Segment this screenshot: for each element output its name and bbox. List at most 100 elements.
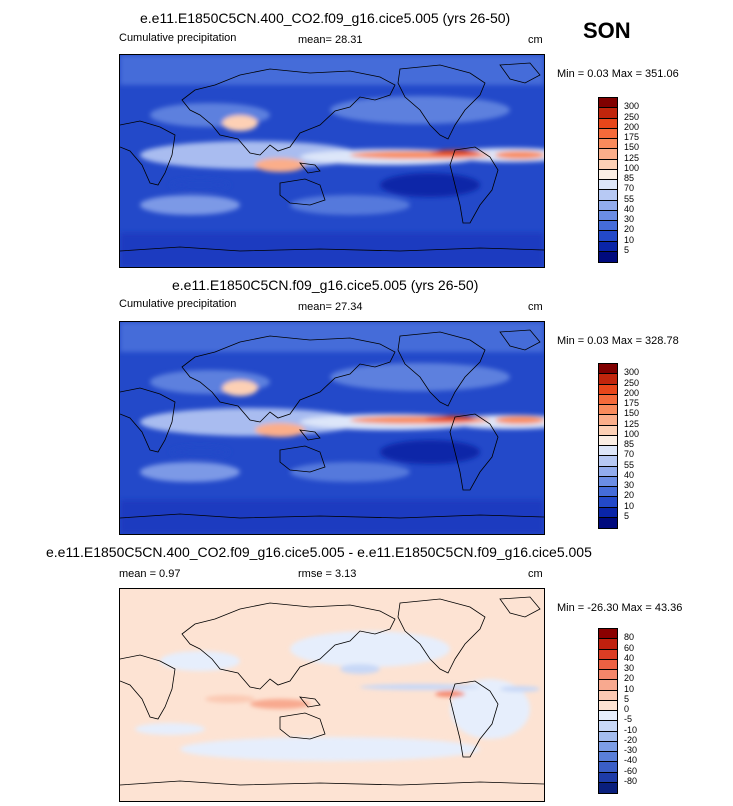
colorbar-tick-label: 175 xyxy=(624,132,640,142)
colorbar-tick-label: 60 xyxy=(624,642,635,653)
colorbar-cell xyxy=(599,374,617,385)
colorbar-tick-label: 200 xyxy=(624,387,640,398)
colorbar-tick-label: 40 xyxy=(624,652,635,663)
colorbar-tick-label: 250 xyxy=(624,377,640,388)
colorbar-tick-label: -40 xyxy=(624,755,638,766)
colorbar-cell xyxy=(599,670,617,681)
colorbar-cell xyxy=(599,159,617,170)
panel-2-map xyxy=(119,321,545,535)
panel-1-minmax: Min = 0.03 Max = 351.06 xyxy=(557,68,679,80)
colorbar-cell xyxy=(599,415,617,426)
colorbar-cell xyxy=(599,731,617,742)
colorbar-cell xyxy=(599,149,617,160)
colorbar-cell xyxy=(599,466,617,477)
colorbar-tick-label: 30 xyxy=(624,214,635,224)
colorbar-cell xyxy=(599,180,617,191)
panel-3-minmax: Min = -26.30 Max = 43.36 xyxy=(557,602,683,614)
panel-3-rmse-label: rmse = 3.13 xyxy=(298,568,357,580)
colorbar-cell xyxy=(599,639,617,650)
panel-3-colorbar xyxy=(598,628,618,794)
colorbar-tick-label: 5 xyxy=(624,244,630,255)
colorbar-cell xyxy=(599,405,617,416)
colorbar-cell xyxy=(599,210,617,221)
panel-1-title: e.e11.E1850C5CN.400_CO2.f09_g16.cice5.00… xyxy=(140,10,511,26)
panel-3-map xyxy=(119,588,545,802)
colorbar-tick-label: 100 xyxy=(624,428,640,439)
colorbar-cell xyxy=(599,108,617,119)
colorbar-tick-label: 70 xyxy=(624,183,635,194)
colorbar-tick-label: -5 xyxy=(624,714,633,725)
panel-1-units: cm xyxy=(528,34,543,46)
colorbar-tick-label: -80 xyxy=(624,775,638,786)
colorbar-cell xyxy=(599,446,617,457)
colorbar-tick-label: -60 xyxy=(624,765,638,776)
colorbar-cell xyxy=(599,200,617,211)
panel-1-mean-label: mean= 28.31 xyxy=(298,34,363,46)
panel-1-colorbar xyxy=(598,97,618,263)
colorbar-cell xyxy=(599,118,617,129)
panel-3-mean-label: mean = 0.97 xyxy=(119,568,181,580)
colorbar-cell xyxy=(599,364,617,375)
colorbar-cell xyxy=(599,221,617,232)
colorbar-cell xyxy=(599,231,617,242)
colorbar-tick-label: 300 xyxy=(624,367,640,378)
colorbar-tick-label: 10 xyxy=(624,500,635,511)
colorbar-tick-label: -30 xyxy=(624,745,638,755)
colorbar-tick-label: 55 xyxy=(624,193,635,204)
colorbar-tick-label: -20 xyxy=(624,734,638,745)
colorbar-cell xyxy=(599,251,617,262)
colorbar-tick-label: 5 xyxy=(624,693,630,704)
colorbar-tick-label: 250 xyxy=(624,111,640,122)
colorbar-cell xyxy=(599,772,617,783)
panel-1-variable-label: Cumulative precipitation xyxy=(119,32,237,44)
colorbar-cell xyxy=(599,752,617,763)
panel-2-mean-label: mean= 27.34 xyxy=(298,301,363,313)
colorbar-cell xyxy=(599,425,617,436)
colorbar-tick-label: 150 xyxy=(624,408,640,419)
colorbar-cell xyxy=(599,456,617,467)
colorbar-tick-label: 20 xyxy=(624,673,635,684)
panel-3-units: cm xyxy=(528,568,543,580)
colorbar-cell xyxy=(599,476,617,487)
colorbar-cell xyxy=(599,128,617,139)
colorbar-tick-label: 200 xyxy=(624,121,640,132)
panel-2-units: cm xyxy=(528,301,543,313)
colorbar-cell xyxy=(599,139,617,150)
colorbar-tick-label: 70 xyxy=(624,449,635,460)
colorbar-cell xyxy=(599,435,617,446)
colorbar-tick-label: 30 xyxy=(624,480,635,490)
colorbar-cell xyxy=(599,190,617,201)
colorbar-cell xyxy=(599,762,617,773)
colorbar-cell xyxy=(599,98,617,109)
colorbar-cell xyxy=(599,711,617,722)
colorbar-tick-label: 100 xyxy=(624,162,640,173)
panel-1-colorbar-cells xyxy=(599,98,617,262)
colorbar-tick-label: 85 xyxy=(624,173,635,183)
colorbar-cell xyxy=(599,394,617,405)
colorbar-cell xyxy=(599,517,617,528)
colorbar-cell xyxy=(599,659,617,670)
colorbar-cell xyxy=(599,169,617,180)
colorbar-cell xyxy=(599,680,617,691)
colorbar-tick-label: 5 xyxy=(624,510,630,521)
colorbar-cell xyxy=(599,629,617,640)
colorbar-tick-label: 80 xyxy=(624,632,635,643)
colorbar-tick-label: 0 xyxy=(624,704,630,714)
colorbar-cell xyxy=(599,241,617,252)
panel-2-title: e.e11.E1850C5CN.f09_g16.cice5.005 (yrs 2… xyxy=(172,277,479,293)
colorbar-cell xyxy=(599,497,617,508)
colorbar-tick-label: 175 xyxy=(624,398,640,408)
colorbar-cell xyxy=(599,649,617,660)
colorbar-cell xyxy=(599,507,617,518)
colorbar-tick-label: 150 xyxy=(624,142,640,153)
colorbar-tick-label: 125 xyxy=(624,152,640,163)
colorbar-tick-label: -10 xyxy=(624,724,638,735)
colorbar-tick-label: 30 xyxy=(624,663,635,673)
colorbar-tick-label: 40 xyxy=(624,469,635,480)
colorbar-tick-label: 300 xyxy=(624,101,640,112)
colorbar-tick-label: 40 xyxy=(624,203,635,214)
panel-2-minmax: Min = 0.03 Max = 328.78 xyxy=(557,335,679,347)
season-label: SON xyxy=(583,18,631,43)
panel-2-variable-label: Cumulative precipitation xyxy=(119,298,237,310)
colorbar-cell xyxy=(599,487,617,498)
